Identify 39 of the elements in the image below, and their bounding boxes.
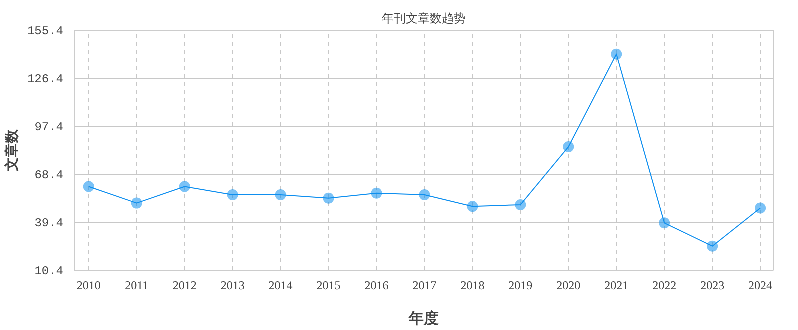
x-tick-label: 2013 xyxy=(220,278,245,292)
x-tick-label: 2020 xyxy=(556,278,581,292)
x-tick-label: 2015 xyxy=(316,278,341,292)
y-tick-label: 126.4 xyxy=(27,72,64,86)
point xyxy=(227,190,238,201)
x-tick-label: 2022 xyxy=(652,278,677,292)
y-tick-label: 97.4 xyxy=(34,120,64,134)
chart-title: 年刊文章数趋势 xyxy=(382,12,466,26)
point xyxy=(707,240,718,252)
x-tick-label: 2010 xyxy=(76,278,101,292)
point xyxy=(323,192,334,204)
point xyxy=(371,188,382,199)
point xyxy=(419,190,430,201)
x-tick-label: 2024 xyxy=(748,278,773,292)
point xyxy=(515,199,526,210)
point xyxy=(131,198,142,209)
point xyxy=(611,48,622,60)
x-tick-label: 2017 xyxy=(412,278,437,292)
x-axis-title: 年度 xyxy=(408,310,439,328)
x-tick-label: 2019 xyxy=(508,278,533,292)
x-tick-label: 2021 xyxy=(604,278,629,292)
y-tick-label: 39.4 xyxy=(34,216,64,230)
point xyxy=(467,201,478,212)
y-axis-title: 文章数 xyxy=(3,128,20,172)
point xyxy=(563,142,574,153)
y-tick-label: 10.4 xyxy=(34,264,64,278)
point xyxy=(83,181,94,192)
x-tick-label: 2016 xyxy=(364,278,389,292)
point xyxy=(755,202,766,214)
point xyxy=(659,218,670,229)
x-tick-label: 2014 xyxy=(268,278,293,292)
x-tick-label: 2011 xyxy=(125,278,149,292)
x-tick-label: 2018 xyxy=(460,278,485,292)
y-tick-label: 68.4 xyxy=(34,168,64,182)
x-tick-label: 2012 xyxy=(172,278,197,292)
point xyxy=(275,190,286,201)
x-tick-label: 2023 xyxy=(700,278,725,292)
point xyxy=(179,181,190,192)
y-tick-label: 155.4 xyxy=(27,24,64,38)
